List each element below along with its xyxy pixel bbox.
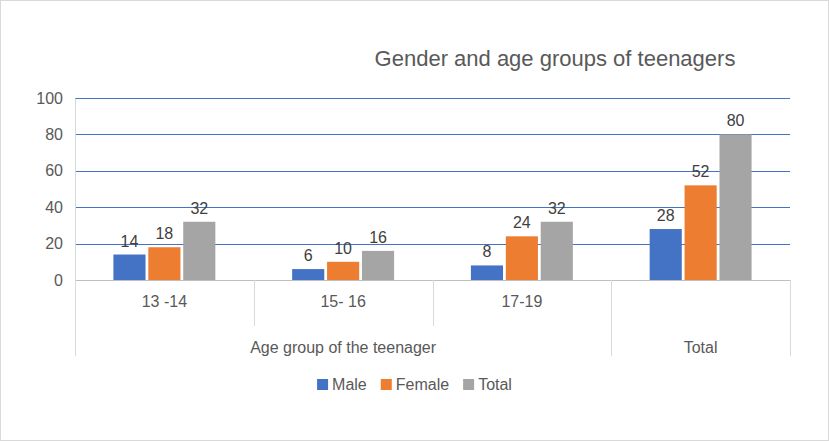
data-label: 32: [190, 200, 208, 217]
chart-frame: [1, 1, 829, 441]
bars: [113, 134, 751, 280]
y-tick: 40: [45, 199, 75, 216]
bar: [506, 236, 538, 280]
bar: [650, 229, 682, 280]
legend-item: Male: [317, 376, 367, 393]
x-tick-label: 13 -14: [142, 293, 187, 310]
data-labels: 14 6 8 28 18 10 24 52 32 16 32 80: [121, 112, 745, 264]
bar: [327, 262, 359, 280]
y-tick-label: 60: [45, 162, 63, 179]
data-label: 32: [548, 200, 566, 217]
chart: Gender and age groups of teenagers 0 20 40 6…: [0, 0, 829, 441]
legend-label: Total: [478, 376, 512, 393]
x-tick-label: 15- 16: [320, 293, 365, 310]
x-tick: 13 -14: [142, 280, 187, 310]
y-tick-label: 20: [45, 235, 63, 252]
legend-label: Female: [396, 376, 449, 393]
bar: [183, 222, 215, 280]
grid-line: [75, 171, 790, 172]
grid: [75, 99, 790, 281]
legend-swatch: [317, 379, 328, 390]
y-tick-label: 80: [45, 126, 63, 143]
data-label: 18: [155, 225, 173, 242]
bar: [471, 265, 503, 280]
category-group-label: Total: [684, 339, 718, 356]
data-label: 16: [369, 229, 387, 246]
data-label: 24: [513, 214, 531, 231]
legend-item: Female: [381, 376, 449, 393]
y-axis: 0 20 40 60 80 100: [36, 90, 75, 289]
x-tick-label: 17-19: [501, 293, 542, 310]
y-tick-label: 40: [45, 199, 63, 216]
x-tick: 17-19: [501, 280, 542, 310]
category-separator: [790, 280, 791, 356]
grid-line: [75, 280, 790, 281]
data-label: 10: [334, 240, 352, 257]
legend-swatch: [463, 379, 474, 390]
y-tick: 60: [45, 162, 75, 179]
grid-line: [75, 134, 790, 135]
data-label: 80: [727, 112, 745, 129]
y-tick: 80: [45, 126, 75, 143]
grid-line: [75, 98, 790, 99]
category-separator: [433, 280, 434, 326]
category-separator: [611, 280, 612, 356]
data-label: 6: [304, 247, 313, 264]
category-separator: [254, 280, 255, 326]
data-label: 8: [483, 243, 492, 260]
bar: [148, 247, 180, 280]
x-tick: 15- 16: [320, 280, 365, 310]
y-tick: 20: [45, 235, 75, 252]
bar: [362, 251, 394, 280]
bar: [719, 134, 751, 280]
legend-label: Male: [332, 376, 367, 393]
y-axis-line: [75, 99, 76, 281]
bar: [113, 255, 145, 280]
legend-swatch: [381, 379, 392, 390]
legend: Male Female Total: [317, 376, 512, 393]
y-tick: 100: [36, 90, 75, 107]
data-label: 28: [657, 207, 675, 224]
bar: [541, 222, 573, 280]
grid-line: [75, 244, 790, 245]
category-separators: [76, 280, 791, 356]
bar: [292, 269, 324, 280]
bar: [685, 185, 717, 280]
y-tick-label: 0: [54, 272, 63, 289]
data-label: 14: [121, 233, 139, 250]
data-label: 52: [692, 163, 710, 180]
legend-item: Total: [463, 376, 512, 393]
category-separator: [75, 280, 76, 356]
grid-line: [75, 207, 790, 208]
y-tick-label: 100: [36, 90, 63, 107]
y-tick: 0: [54, 272, 75, 289]
chart-title: Gender and age groups of teenagers: [375, 46, 736, 71]
category-group-label: Age group of the teenager: [250, 339, 437, 356]
